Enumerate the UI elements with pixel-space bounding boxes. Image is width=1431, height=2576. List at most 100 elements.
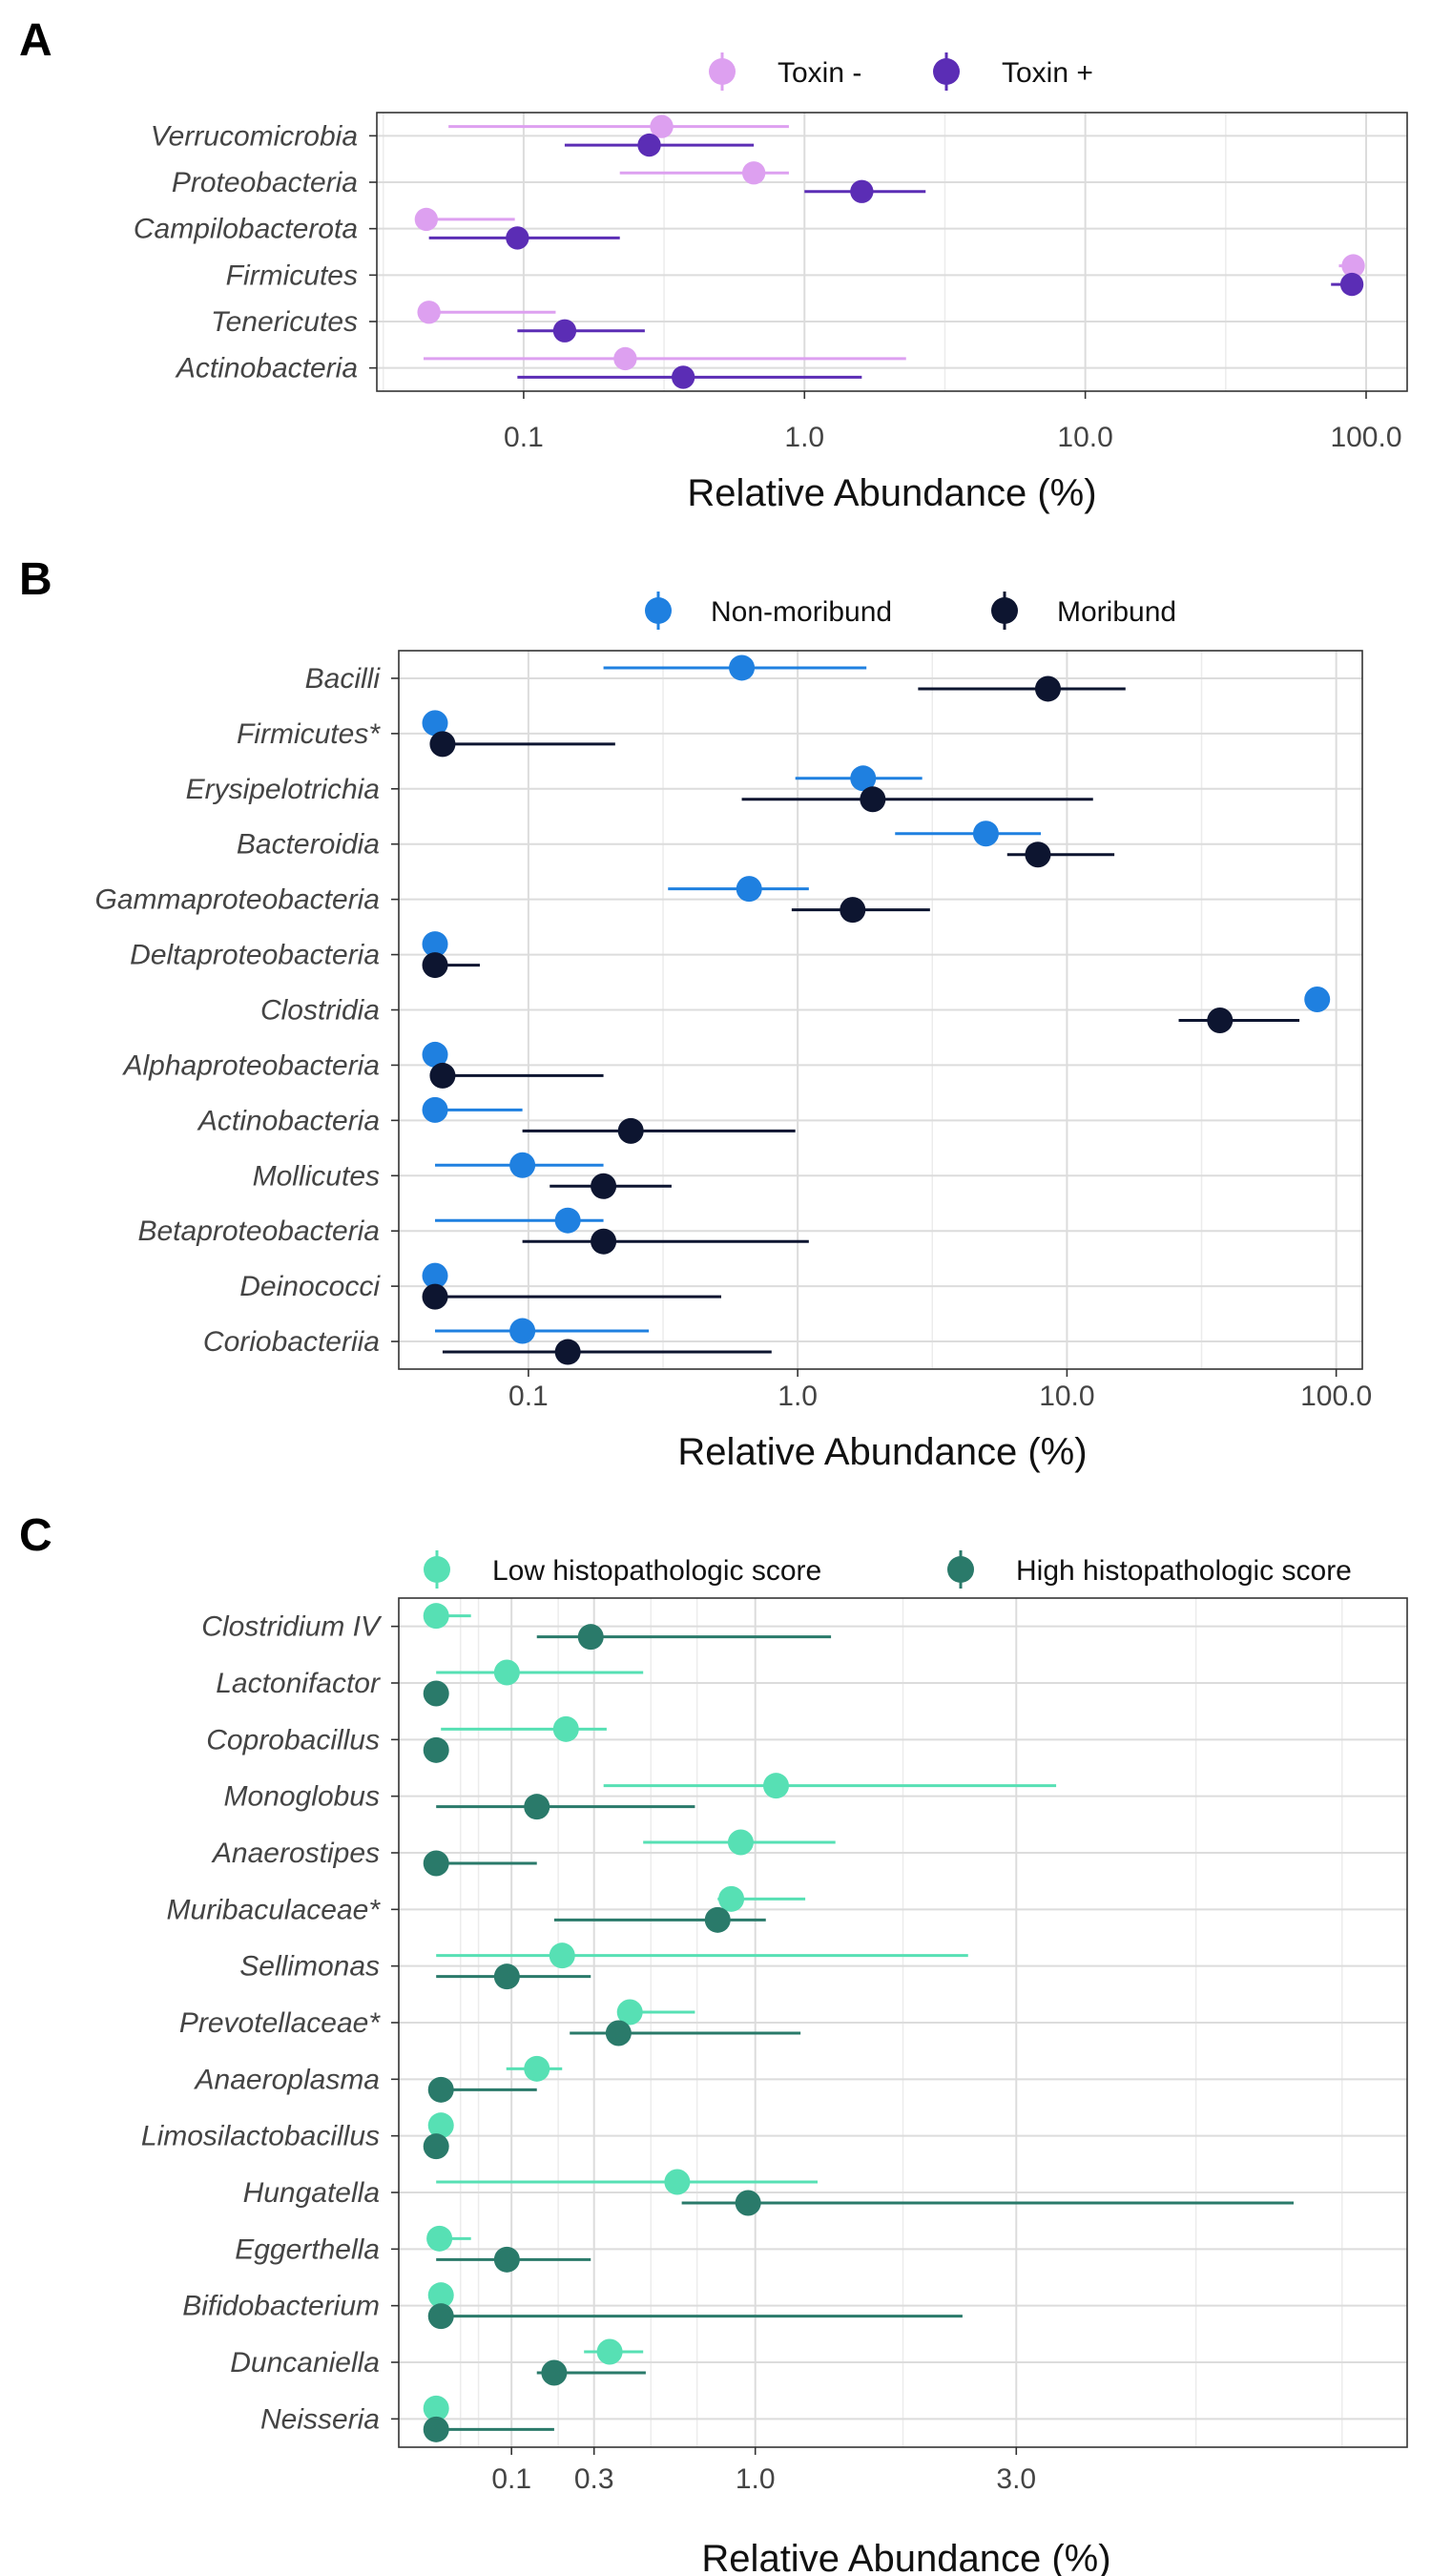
legend-key-toxin: [709, 58, 736, 85]
category-label-coriobacteriia: Coriobacteriia: [203, 1326, 380, 1358]
category-label-prevotellaceae: Prevotellaceae*: [179, 2007, 381, 2039]
point-moribund-gammaproteobacteria: [840, 897, 866, 924]
x-tick-label: 0.1: [508, 1381, 549, 1412]
point-low-histopathologic-score-limosilactobacillus: [427, 2112, 454, 2139]
legend-label-non-moribund: Non-moribund: [711, 596, 892, 628]
point-high-histopathologic-score-anaeroplasma: [427, 2076, 454, 2103]
point-moribund-mollicutes: [591, 1173, 617, 1199]
point-toxin-verrucomicrobia: [637, 133, 661, 157]
category-label-sellimonas: Sellimonas: [239, 1951, 380, 1983]
point-toxin-actinobacteria: [613, 346, 637, 371]
category-label-mollicutes: Mollicutes: [253, 1160, 380, 1192]
point-high-histopathologic-score-coprobacillus: [423, 1736, 449, 1763]
point-low-histopathologic-score-coprobacillus: [552, 1715, 579, 1742]
panel-border: [398, 650, 1363, 1370]
point-low-histopathologic-score-muribaculaceae: [718, 1885, 745, 1912]
point-non-moribund-gammaproteobacteria: [736, 876, 762, 903]
legend-key-low-histopathologic-score: [424, 1556, 450, 1583]
point-non-moribund-betaproteobacteria: [554, 1207, 581, 1234]
point-moribund-coriobacteriia: [554, 1339, 581, 1365]
point-toxin-campilobacterota: [506, 226, 529, 250]
category-label-anaeroplasma: Anaeroplasma: [194, 2064, 380, 2095]
panel-c-plot: 0.1 0.3 1.0 3.0 Clostridium IV Lactonifactor C…: [141, 1597, 1408, 2495]
point-low-histopathologic-score-sellimonas: [549, 1942, 575, 1969]
category-label-lactonifactor: Lactonifactor: [216, 1668, 381, 1699]
point-high-histopathologic-score-hungatella: [735, 2190, 761, 2216]
point-toxin-firmicutes: [1339, 272, 1364, 297]
point-non-moribund-clostridia: [1304, 987, 1331, 1012]
point-high-histopathologic-score-eggerthella: [493, 2246, 520, 2273]
point-non-moribund-actinobacteria: [422, 1096, 448, 1123]
category-label-tenericutes: Tenericutes: [211, 306, 358, 338]
point-high-histopathologic-score-bifidobacterium: [427, 2303, 454, 2330]
category-label-hungatella: Hungatella: [243, 2177, 380, 2209]
category-label-actinobacteria: Actinobacteria: [175, 353, 358, 384]
legend-key-toxin: [933, 58, 960, 85]
panel-a: A Toxin - Toxin + 0.1 1.0 10.0 100.0 Verrucom…: [19, 15, 1408, 514]
panel-a-legend: Toxin - Toxin +: [709, 52, 1093, 91]
category-label-duncaniella: Duncaniella: [230, 2347, 380, 2379]
panel-c: C Low histopathologic score High histopat…: [19, 1510, 1408, 2576]
point-toxin-verrucomicrobia: [650, 114, 674, 138]
category-label-monoglobus: Monoglobus: [224, 1781, 380, 1813]
point-moribund-deltaproteobacteria: [422, 952, 448, 979]
point-low-histopathologic-score-anaeroplasma: [524, 2055, 550, 2082]
point-moribund-bacilli: [1034, 675, 1061, 702]
panel-b-legend: Non-moribund Moribund: [645, 592, 1176, 630]
category-label-proteobacteria: Proteobacteria: [172, 167, 358, 198]
category-label-coprobacillus: Coprobacillus: [206, 1724, 380, 1755]
x-tick-label: 100.0: [1300, 1381, 1372, 1412]
point-low-histopathologic-score-lactonifactor: [493, 1659, 520, 1686]
point-high-histopathologic-score-sellimonas: [493, 1963, 520, 1990]
point-non-moribund-bacilli: [729, 654, 756, 681]
point-toxin-tenericutes: [417, 301, 441, 324]
category-label-anaerostipes: Anaerostipes: [211, 1838, 380, 1869]
x-tick-label: 0.1: [491, 2463, 531, 2495]
legend-label-toxin: Toxin -: [778, 57, 861, 89]
point-toxin-proteobacteria: [741, 161, 766, 185]
x-tick-label: 10.0: [1039, 1381, 1094, 1412]
point-moribund-bacteroidia: [1025, 841, 1051, 868]
x-tick-label: 100.0: [1330, 422, 1401, 453]
x-tick-label: 0.1: [504, 422, 544, 453]
point-high-histopathologic-score-monoglobus: [524, 1794, 550, 1820]
panel-b-plot: 0.1 1.0 10.0 100.0 Bacilli Firmicutes* Erysipe…: [95, 650, 1372, 1412]
point-moribund-alphaproteobacteria: [429, 1062, 456, 1089]
panel-c-legend: Low histopathologic score High histopatho…: [424, 1550, 1352, 1589]
category-label-gammaproteobacteria: Gammaproteobacteria: [95, 884, 380, 916]
panel-b-letter: B: [19, 554, 52, 605]
point-moribund-betaproteobacteria: [591, 1228, 617, 1255]
point-toxin-proteobacteria: [850, 179, 874, 203]
point-low-histopathologic-score-neisseria: [423, 2395, 449, 2421]
panel-border: [398, 1597, 1408, 2448]
point-high-histopathologic-score-muribaculaceae: [704, 1906, 731, 1933]
point-high-histopathologic-score-lactonifactor: [423, 1680, 449, 1707]
point-low-histopathologic-score-bifidobacterium: [427, 2282, 454, 2309]
legend-label-high-histopathologic-score: High histopathologic score: [1016, 1555, 1352, 1587]
category-label-bifidobacterium: Bifidobacterium: [182, 2291, 380, 2322]
panel-border: [376, 112, 1408, 392]
point-non-moribund-firmicutes: [422, 710, 448, 737]
category-label-bacteroidia: Bacteroidia: [237, 829, 380, 861]
point-low-histopathologic-score-duncaniella: [596, 2338, 623, 2365]
point-low-histopathologic-score-hungatella: [664, 2169, 691, 2195]
point-moribund-firmicutes: [429, 731, 456, 758]
panel-a-letter: A: [19, 15, 52, 66]
panel-c-x-axis-title: Relative Abundance (%): [701, 2538, 1110, 2576]
point-non-moribund-deltaproteobacteria: [422, 931, 448, 958]
point-high-histopathologic-score-duncaniella: [541, 2359, 568, 2386]
category-label-eggerthella: Eggerthella: [235, 2233, 380, 2265]
point-non-moribund-alphaproteobacteria: [422, 1041, 448, 1068]
point-non-moribund-erysipelotrichia: [850, 765, 877, 792]
category-label-neisseria: Neisseria: [260, 2403, 380, 2435]
point-moribund-deinococci: [422, 1283, 448, 1310]
point-moribund-erysipelotrichia: [860, 786, 886, 813]
point-non-moribund-bacteroidia: [972, 821, 999, 847]
point-non-moribund-mollicutes: [509, 1152, 536, 1178]
point-moribund-clostridia: [1207, 1008, 1234, 1033]
category-label-actinobacteria: Actinobacteria: [197, 1105, 380, 1136]
x-tick-label: 1.0: [778, 1381, 818, 1412]
point-toxin-tenericutes: [552, 319, 577, 343]
category-label-limosilactobacillus: Limosilactobacillus: [141, 2121, 380, 2152]
legend-key-non-moribund: [645, 597, 672, 624]
